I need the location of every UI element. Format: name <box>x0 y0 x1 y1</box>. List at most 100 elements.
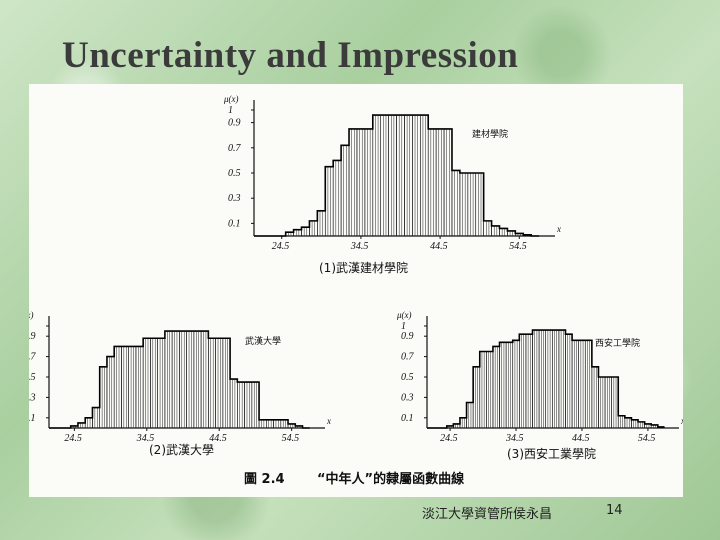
bar <box>412 114 421 237</box>
bar <box>459 417 467 429</box>
y-tick-label: 0.5 <box>29 372 36 383</box>
bar <box>186 330 195 429</box>
bar <box>135 346 144 429</box>
bar <box>237 381 245 429</box>
chart-legend-label: 西安工學院 <box>595 337 640 349</box>
bar <box>356 128 366 237</box>
x-axis-label: x <box>680 416 683 426</box>
y-tick-label: 0.1 <box>29 413 36 424</box>
bar <box>624 417 632 429</box>
x-tick-label: 44.5 <box>572 433 590 444</box>
x-tick-label: 44.5 <box>209 433 227 444</box>
bar <box>565 333 573 429</box>
membership-curve <box>427 329 665 429</box>
bar <box>380 114 389 237</box>
bar <box>171 330 180 429</box>
bar <box>273 419 282 429</box>
bar <box>113 346 122 429</box>
bar <box>427 128 437 237</box>
bar <box>99 366 108 429</box>
bar <box>472 366 481 429</box>
bar <box>317 210 326 237</box>
bar <box>84 417 93 429</box>
bar <box>578 339 586 429</box>
bar <box>193 330 202 429</box>
chart-xian-industrial: x μ(x) 0.1 0.3 0.5 0.7 0.91 24.5 34.5 44.5 54.5 西安工… <box>396 310 685 461</box>
x-tick-label: 24.5 <box>440 433 458 444</box>
y-tick-label: 0.7 <box>228 143 242 154</box>
y-tick-label: 0.1 <box>228 218 241 229</box>
bar <box>229 378 238 429</box>
bar <box>280 419 289 429</box>
bar <box>558 329 566 429</box>
y-tick-label: 1 <box>228 105 233 116</box>
bar <box>309 220 318 237</box>
x-tick-label: 24.5 <box>64 433 82 444</box>
x-tick-label: 54.5 <box>509 241 527 252</box>
bar <box>404 114 413 237</box>
y-tick-label: 0.3 <box>29 392 36 403</box>
bar <box>372 114 382 237</box>
y-tick-label: 0.9 <box>228 118 241 129</box>
bar <box>251 381 260 429</box>
bar <box>150 337 158 429</box>
y-tick-label: 0.7 <box>401 352 415 363</box>
x-tick-label: 54.5 <box>282 433 300 444</box>
bar <box>340 144 350 237</box>
bar <box>631 419 639 429</box>
chart-subtitle: (1)武漢建材學院 <box>319 261 408 275</box>
figure-panel: x μ(x) 0.1 0.3 0.5 0.7 0.9 1 24.5 34.5 44.5 54.5 建材學… <box>18 84 685 497</box>
figure-caption-label: 圖 2.4 <box>244 471 285 487</box>
bar <box>419 114 429 237</box>
chart-subtitle: (2)武漢大學 <box>149 443 214 457</box>
bar <box>157 337 166 429</box>
membership-curve <box>49 330 310 429</box>
bar <box>324 166 334 237</box>
bar <box>525 333 533 429</box>
bar <box>301 226 310 237</box>
x-tick-label: 24.5 <box>272 241 290 252</box>
bar <box>121 346 129 429</box>
bar <box>128 346 137 429</box>
bar <box>491 225 500 237</box>
bar <box>443 128 453 237</box>
bar <box>258 419 267 429</box>
bar <box>551 329 560 429</box>
bar <box>451 170 461 237</box>
chart-subtitle: (3)西安工業學院 <box>507 446 596 461</box>
y-tick-label: 0.3 <box>401 392 414 403</box>
x-axis-label: x <box>556 224 561 234</box>
bar <box>604 376 612 429</box>
bar <box>364 128 374 237</box>
chart-legend-label: 武漢大學 <box>245 335 281 347</box>
bar <box>388 114 397 237</box>
y-tick-label: 0.7 <box>29 352 37 363</box>
footer-author: 淡江大學資管所侯永昌 <box>422 507 553 522</box>
bar <box>617 415 626 429</box>
bar <box>466 402 474 429</box>
bar <box>348 128 358 237</box>
bar <box>499 228 508 237</box>
bar <box>492 346 500 429</box>
y-tick-label: 0.9 <box>401 331 414 342</box>
chart-wuhan-building-materials: x μ(x) 0.1 0.3 0.5 0.7 0.9 1 24.5 34.5 44.5 54.5 建材學… <box>223 94 561 275</box>
bar <box>611 376 619 429</box>
bar <box>222 337 231 429</box>
bar <box>200 330 209 429</box>
bar <box>512 339 520 429</box>
bar <box>435 128 445 237</box>
bar <box>571 339 579 429</box>
x-tick-label: 54.5 <box>638 433 656 444</box>
page-number: 14 <box>606 503 623 518</box>
bar <box>179 330 187 429</box>
bar <box>483 220 492 237</box>
bar <box>505 342 514 429</box>
bar <box>332 160 342 237</box>
bar <box>532 329 540 429</box>
bar <box>637 421 645 429</box>
chart-legend-label: 建材學院 <box>472 128 508 140</box>
bar <box>519 333 527 429</box>
membership-curve <box>254 114 540 237</box>
bar <box>208 337 216 429</box>
